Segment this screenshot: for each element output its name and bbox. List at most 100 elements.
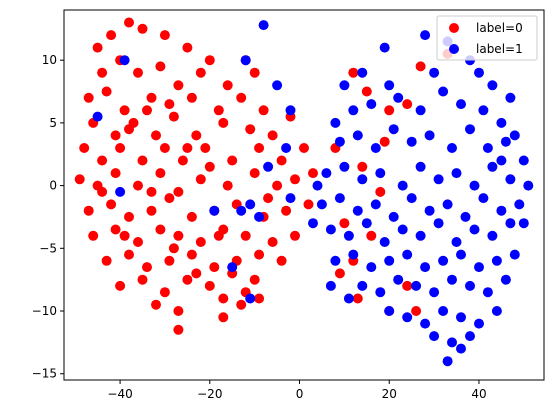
point-label1-78 bbox=[469, 224, 480, 235]
point-label1-112 bbox=[456, 343, 466, 354]
point-label1-70 bbox=[325, 224, 336, 235]
point-label0-24 bbox=[258, 105, 269, 116]
point-label1-8 bbox=[236, 205, 247, 216]
point-label0-17 bbox=[101, 86, 112, 97]
point-label0-1 bbox=[106, 30, 117, 41]
point-label0-105 bbox=[168, 243, 179, 254]
legend-marker-label0 bbox=[449, 23, 459, 33]
point-label0-41 bbox=[227, 155, 238, 166]
point-label0-117 bbox=[384, 105, 395, 116]
point-label0-69 bbox=[155, 224, 166, 235]
point-label0-31 bbox=[218, 117, 229, 128]
point-label0-60 bbox=[186, 211, 197, 222]
point-label0-118 bbox=[402, 99, 413, 110]
point-label0-20 bbox=[164, 99, 175, 110]
ticks-layer: −40 −20 0 20 40 −15 −10 −5 0 5 10 bbox=[32, 53, 487, 401]
point-label1-36 bbox=[370, 143, 381, 153]
x-tick-label-3: 20 bbox=[382, 387, 397, 401]
point-label1-76 bbox=[433, 218, 444, 229]
point-label1-49 bbox=[397, 180, 408, 191]
point-label1-51 bbox=[433, 174, 444, 185]
point-label0-121 bbox=[339, 218, 350, 229]
y-tick-label-3: 0 bbox=[49, 179, 57, 193]
point-label1-108 bbox=[429, 331, 440, 342]
point-label0-67 bbox=[110, 224, 121, 235]
plot-frame bbox=[63, 9, 545, 381]
y-tick-label-0: −15 bbox=[32, 367, 57, 381]
point-label1-109 bbox=[447, 337, 457, 348]
point-label1-2 bbox=[240, 55, 251, 66]
point-label0-91 bbox=[249, 274, 260, 285]
point-label1-86 bbox=[420, 262, 431, 273]
point-label0-71 bbox=[195, 237, 206, 247]
point-label0-131 bbox=[357, 161, 368, 172]
point-label1-71 bbox=[343, 230, 354, 241]
point-label1-37 bbox=[388, 124, 399, 135]
point-label0-56 bbox=[106, 199, 117, 210]
point-label1-46 bbox=[339, 161, 350, 172]
point-label1-97 bbox=[447, 274, 457, 285]
point-label0-51 bbox=[222, 180, 233, 191]
point-label0-10 bbox=[133, 67, 143, 78]
point-label0-16 bbox=[83, 92, 94, 103]
point-label1-111 bbox=[442, 356, 453, 367]
point-label0-48 bbox=[155, 168, 166, 179]
point-label0-52 bbox=[249, 168, 260, 179]
point-label1-24 bbox=[505, 92, 516, 103]
point-label0-44 bbox=[74, 174, 85, 185]
point-label0-128 bbox=[366, 230, 377, 241]
point-label0-92 bbox=[151, 299, 161, 310]
point-label1-94 bbox=[393, 274, 404, 285]
point-label0-73 bbox=[240, 230, 251, 241]
point-label1-4 bbox=[285, 105, 296, 116]
point-label0-38 bbox=[159, 143, 170, 153]
point-label0-88 bbox=[182, 274, 193, 285]
point-label1-98 bbox=[465, 280, 475, 291]
point-label1-100 bbox=[500, 274, 511, 285]
point-label0-58 bbox=[146, 205, 157, 216]
point-label1-104 bbox=[438, 306, 449, 316]
point-label1-67 bbox=[496, 205, 507, 216]
point-label1-75 bbox=[415, 230, 426, 241]
point-label1-72 bbox=[361, 218, 372, 229]
point-label0-36 bbox=[115, 143, 126, 153]
point-label0-11 bbox=[155, 61, 166, 72]
point-label1-65 bbox=[460, 211, 471, 222]
points-layer bbox=[74, 17, 534, 367]
point-label1-5 bbox=[263, 161, 274, 172]
point-label1-32 bbox=[496, 117, 507, 128]
point-label0-97 bbox=[173, 324, 184, 335]
legend-label-label0: label=0 bbox=[476, 21, 523, 35]
point-label0-112 bbox=[308, 168, 318, 179]
point-label1-62 bbox=[406, 193, 417, 204]
point-label1-93 bbox=[375, 287, 386, 298]
point-label0-74 bbox=[267, 237, 278, 247]
point-label1-105 bbox=[456, 312, 466, 323]
point-label1-85 bbox=[402, 249, 413, 260]
point-label1-88 bbox=[456, 249, 466, 260]
point-label1-110 bbox=[465, 331, 475, 342]
point-label1-54 bbox=[487, 161, 498, 172]
point-label0-75 bbox=[290, 230, 300, 241]
point-label0-94 bbox=[218, 293, 229, 304]
point-label0-129 bbox=[379, 136, 390, 147]
point-label1-1 bbox=[258, 20, 269, 31]
point-label0-5 bbox=[182, 42, 193, 53]
point-label1-96 bbox=[429, 287, 440, 298]
point-label1-31 bbox=[478, 105, 489, 116]
point-label1-116 bbox=[496, 155, 507, 166]
point-label0-81 bbox=[209, 262, 220, 273]
point-label1-113 bbox=[384, 80, 395, 91]
point-label0-104 bbox=[146, 186, 157, 197]
point-label0-80 bbox=[186, 249, 197, 260]
point-label0-87 bbox=[159, 287, 170, 298]
point-label0-53 bbox=[272, 180, 283, 191]
point-label0-47 bbox=[133, 180, 143, 191]
point-label0-103 bbox=[204, 161, 215, 172]
point-label1-48 bbox=[375, 168, 386, 179]
point-label1-56 bbox=[523, 180, 534, 191]
point-label0-98 bbox=[218, 312, 229, 323]
point-label0-76 bbox=[101, 255, 112, 266]
point-label0-8 bbox=[97, 67, 108, 78]
